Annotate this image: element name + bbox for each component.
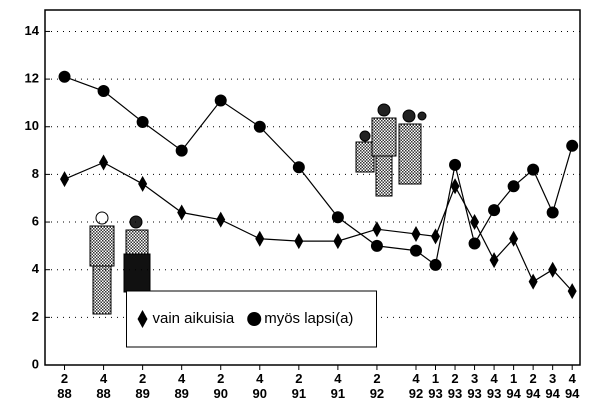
marker	[99, 154, 108, 170]
marker	[508, 180, 520, 192]
marker	[527, 164, 539, 176]
y-tick-label: 4	[32, 261, 40, 276]
marker	[430, 259, 442, 271]
marker	[371, 240, 383, 252]
y-tick-label: 14	[25, 23, 40, 38]
marker	[98, 85, 110, 97]
marker	[177, 205, 186, 221]
illustration-family	[356, 104, 426, 196]
marker	[547, 207, 559, 219]
marker	[176, 145, 188, 157]
marker	[488, 204, 500, 216]
legend-label: vain aikuisia	[153, 310, 235, 327]
marker	[431, 228, 440, 244]
marker	[332, 211, 344, 223]
legend: vain aikuisia myös lapsi(a)	[127, 291, 377, 347]
y-tick-label: 8	[32, 166, 39, 181]
y-tick-label: 2	[32, 309, 39, 324]
y-tick-label: 10	[25, 118, 39, 133]
marker	[138, 176, 147, 192]
y-tick-label: 12	[25, 71, 39, 86]
y-tick-label: 6	[32, 213, 39, 228]
marker	[411, 226, 420, 242]
marker	[469, 237, 481, 249]
marker	[449, 159, 461, 171]
marker	[216, 212, 225, 228]
chart: 0 2 4 6 8 10 12 14 288 488 289 489 290 490 291 491 292 49…	[0, 0, 594, 405]
y-tick-label: 0	[32, 356, 39, 371]
marker	[293, 161, 305, 173]
legend-label: myös lapsi(a)	[264, 310, 353, 327]
marker	[372, 221, 381, 237]
marker	[548, 262, 557, 278]
marker	[333, 233, 342, 249]
marker	[254, 121, 266, 133]
marker	[255, 231, 264, 247]
marker	[215, 95, 227, 107]
marker	[568, 283, 577, 299]
legend-marker	[247, 312, 261, 326]
marker	[60, 171, 69, 187]
marker	[59, 71, 71, 83]
marker	[566, 140, 578, 152]
marker	[410, 245, 422, 257]
marker	[137, 116, 149, 128]
marker	[294, 233, 303, 249]
